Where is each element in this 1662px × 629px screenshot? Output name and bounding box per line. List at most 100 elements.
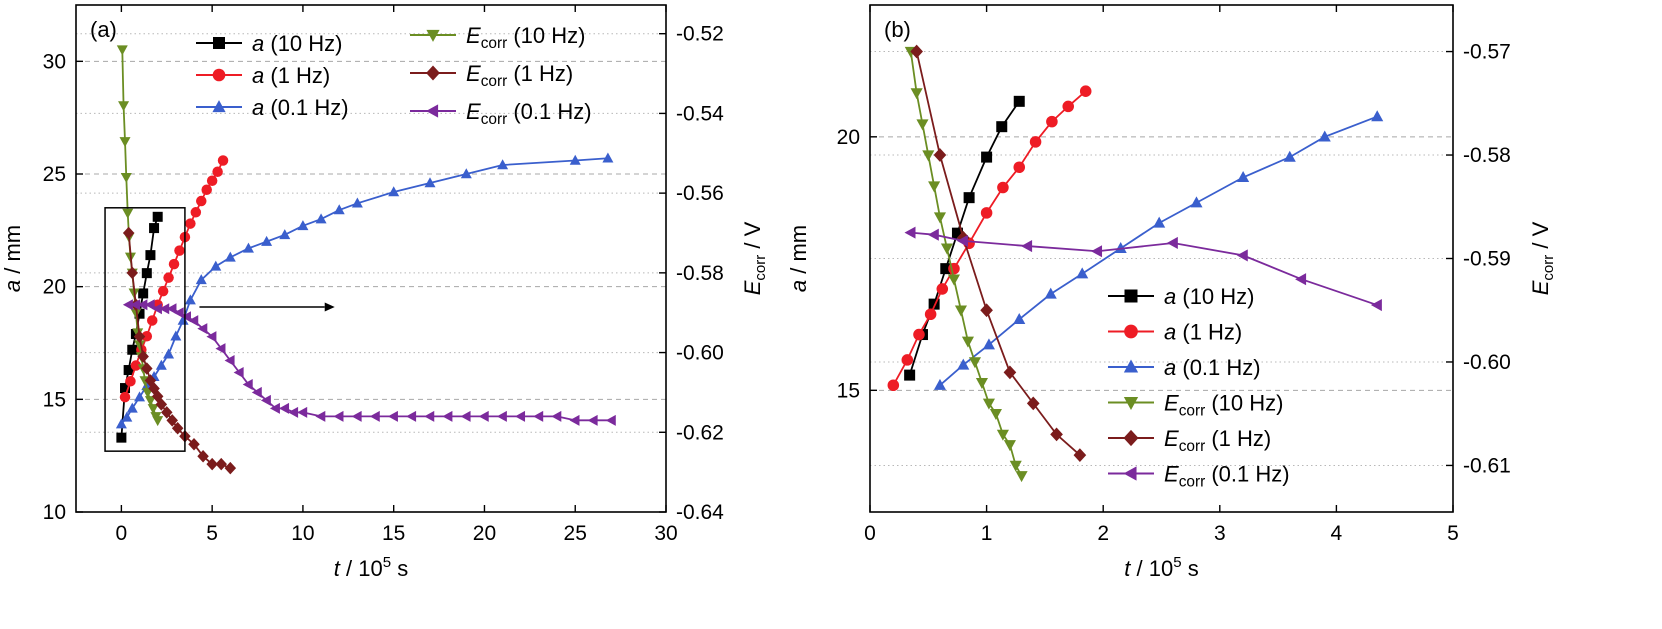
data-point [587,414,598,426]
y-tick-label: 15 [837,379,860,402]
data-point [134,391,146,402]
data-point [279,402,290,414]
legend-label-rest: (10 Hz) [1205,391,1283,416]
legend-item: a (1 Hz) [196,63,330,88]
legend-label: a (10 Hz) [252,31,343,56]
y2-axis-label-main: E [1528,280,1553,295]
series-line [128,303,612,422]
data-point [1029,136,1042,148]
x-axis-label-sup: 5 [383,554,391,571]
legend-label: a (0.1 Hz) [1164,355,1261,380]
data-point [297,220,309,231]
y2-axis-label-main: E [740,280,765,295]
legend-marker [213,37,225,49]
data-point [196,195,207,207]
data-point [116,45,128,56]
data-point [144,299,155,311]
data-point [954,305,967,317]
data-point [333,410,344,422]
y2-tick-label: -0.58 [1463,144,1511,167]
data-point [936,283,949,295]
data-point [233,366,244,378]
legend-label-sub: corr [1179,474,1206,491]
series-3 [115,152,614,429]
data-point [118,101,130,112]
x-tick-label: 30 [654,522,677,545]
data-point [924,308,937,321]
data-point [388,186,400,197]
data-point [551,410,562,422]
legend-item: Ecorr (1 Hz) [410,61,573,90]
data-point [195,274,207,285]
data-point [1015,471,1028,483]
legend-marker [1123,359,1139,373]
legend-item: a (0.1 Hz) [196,95,349,120]
legend-marker [426,65,440,81]
data-point [315,410,326,422]
data-point [1021,240,1033,253]
data-point [116,432,127,443]
legend-label: Ecorr (1 Hz) [466,61,573,90]
data-point [424,410,435,422]
data-point [605,414,616,426]
legend-marker [426,104,439,118]
legend-label: Ecorr (10 Hz) [466,23,585,52]
data-point [1236,249,1248,262]
legend-label: Ecorr (1 Hz) [1164,426,1271,455]
data-point [137,299,148,311]
y2-tick-label: -0.64 [676,501,724,524]
x-tick-label: 0 [864,522,876,545]
data-point [212,166,223,177]
y-tick-label: 25 [43,163,66,186]
data-point [406,410,417,422]
data-point [130,308,142,319]
data-point [1237,171,1250,183]
legend-label: Ecorr (0.1 Hz) [466,99,592,128]
y-axis-label-unit: / mm [0,225,25,280]
data-point [1370,299,1382,312]
y2-tick-label: -0.57 [1463,41,1511,64]
y2-tick-label: -0.60 [1463,351,1511,374]
x-axis-label: t / 105 s [1124,554,1198,581]
data-point [184,294,196,305]
data-point [1026,396,1040,411]
data-point [122,208,134,219]
legend-marker [1123,466,1137,481]
data-point [602,152,614,163]
data-point [147,404,159,415]
legend-label-rest: (1 Hz) [507,61,573,86]
data-point [145,250,156,261]
data-point [910,88,923,100]
data-point [206,331,217,343]
legend-label-main: E [1164,426,1179,451]
data-point [975,377,988,389]
legend-label-sub: corr [481,111,508,128]
legend-label-main: a [252,63,264,88]
data-point [130,360,142,371]
legend-label-main: E [466,99,481,124]
data-point [297,406,308,418]
data-point [996,121,1008,133]
series-line [120,157,608,425]
data-point [1283,150,1296,162]
legend-label-main: E [1164,391,1179,416]
data-point [351,197,363,208]
data-point [981,151,993,163]
data-point [224,355,235,367]
legend-marker [1123,429,1139,447]
legend-item: a (10 Hz) [196,31,343,56]
y-axis-label-main: a [0,280,25,292]
x-axis-label-main: t [334,556,341,581]
data-point [242,378,253,390]
data-point [149,223,160,234]
y2-axis-label-unit: / V [1528,221,1553,254]
x-tick-label: 25 [564,522,587,545]
data-point [887,379,900,392]
panel-label: (a) [90,17,117,42]
y-tick-label: 10 [43,501,66,524]
data-point [1003,365,1017,380]
data-point [260,394,271,406]
data-point [980,303,993,318]
data-point [206,175,218,187]
data-point [163,348,175,359]
